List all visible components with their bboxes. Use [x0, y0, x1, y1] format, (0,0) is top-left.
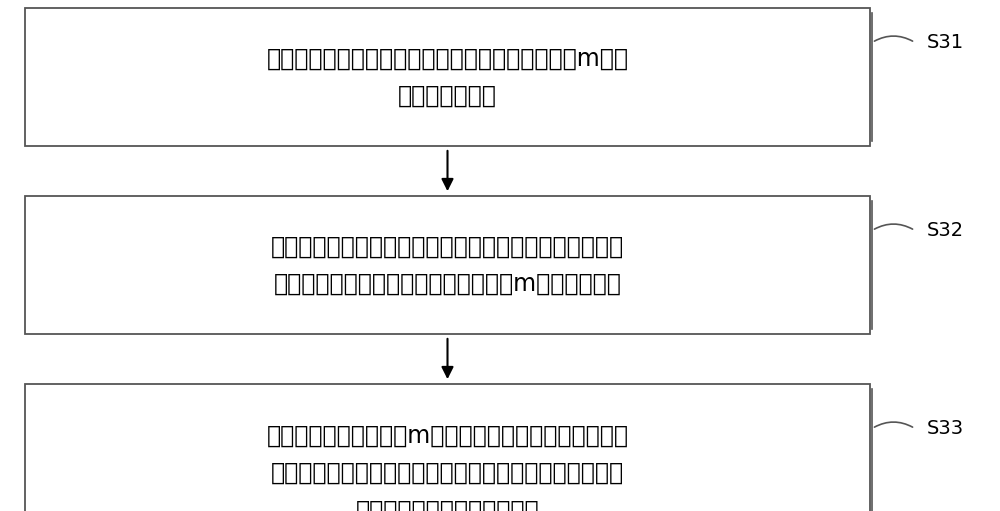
Text: S33: S33 [927, 419, 964, 438]
Text: 在测量的时间间隔内，采集所述圆箔热流计测量的m个瞬
态输出电动势；: 在测量的时间间隔内，采集所述圆箔热流计测量的m个瞬 态输出电动势； [266, 47, 629, 108]
Bar [25, 8, 870, 146]
Text: 基于上述圆箔片中心的m个瞬态温度，根据所述圆箔片中
心的瞬态温度分布函数，计算得到投射到所述圆箔热流计
的瞬态辐射热流随时间的分布: 基于上述圆箔片中心的m个瞬态温度，根据所述圆箔片中 心的瞬态温度分布函数，计算得… [266, 424, 629, 511]
Bar [25, 384, 870, 511]
Text: S32: S32 [927, 221, 964, 240]
Text: 通过圆箔片中心的瞬态温度与所述圆箔热流计的瞬态输出
电动势的关联函数，得到圆箔片中心的m个瞬态温度；: 通过圆箔片中心的瞬态温度与所述圆箔热流计的瞬态输出 电动势的关联函数，得到圆箔片… [271, 235, 624, 296]
Text: S31: S31 [927, 33, 964, 52]
Bar [25, 196, 870, 334]
